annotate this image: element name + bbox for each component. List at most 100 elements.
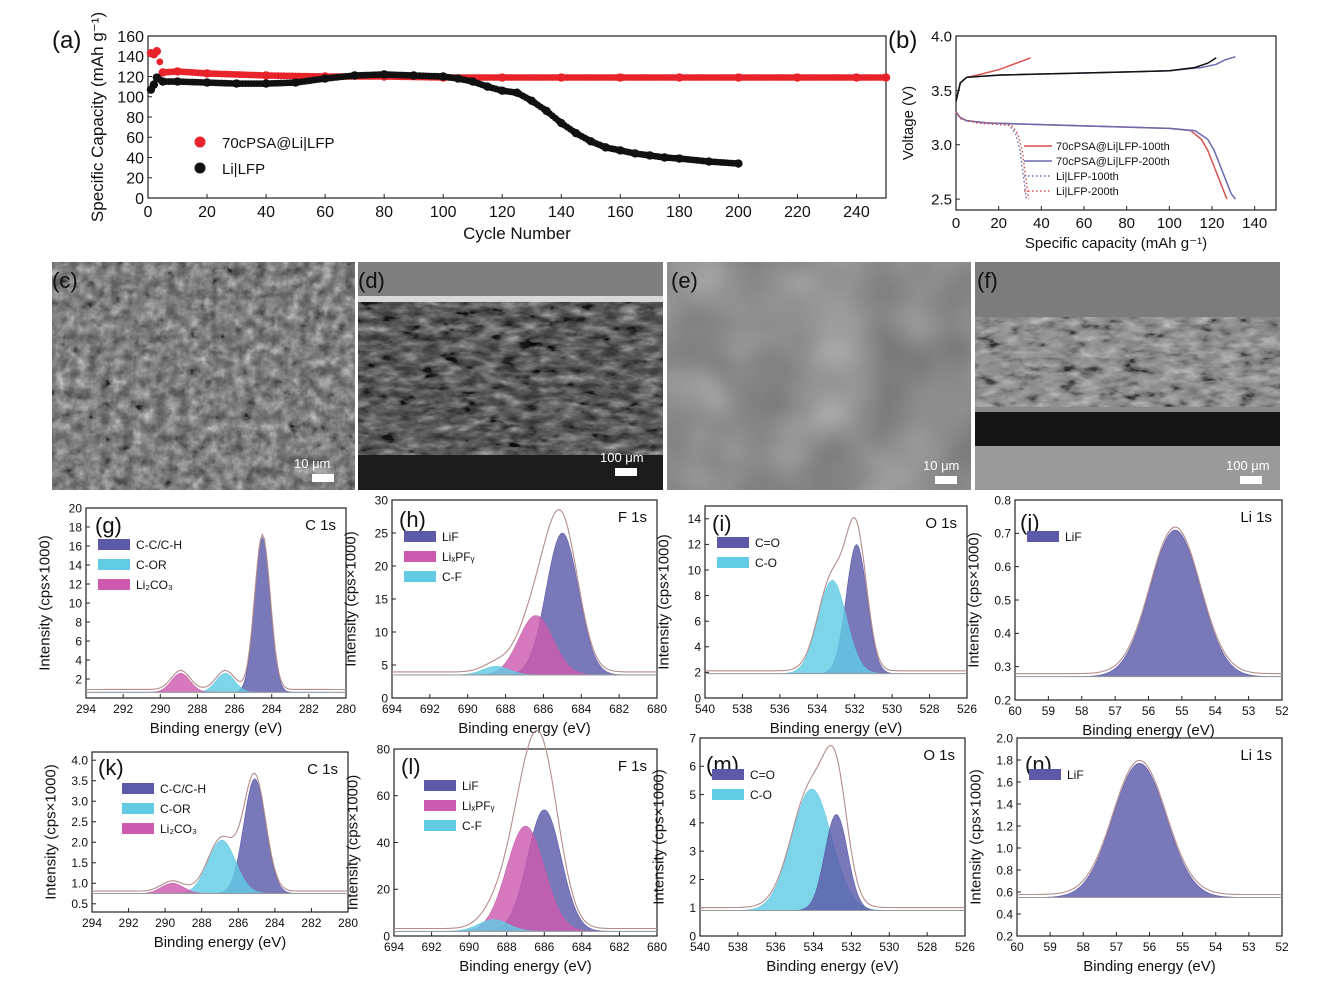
panel-label-i: (i) — [712, 511, 732, 536]
y-tick-label-m: 3 — [689, 844, 696, 858]
data-point — [704, 157, 714, 166]
data-point — [152, 73, 162, 82]
y-axis-title-i: Intensity (cps×1000) — [656, 534, 673, 670]
y-tick-label-a: 80 — [126, 110, 144, 127]
y-tick-label-k: 3.5 — [71, 774, 88, 788]
x-tick-label-j: 59 — [1042, 704, 1056, 718]
legend-entry-C-C/C-H: C-C/C-H — [136, 538, 182, 552]
data-point — [320, 74, 330, 83]
scalebar-label-c: 10 μm — [294, 456, 330, 471]
y-tick-label-n: 1.4 — [996, 797, 1013, 811]
y-axis-title-l: Intensity (cps×1000) — [345, 775, 362, 911]
x-tick-label-i: 532 — [845, 702, 865, 716]
x-tick-label-b: 100 — [1157, 215, 1182, 232]
x-tick-label-j: 54 — [1209, 704, 1223, 718]
legend-entry-C-C/C-H: C-C/C-H — [160, 782, 206, 796]
x-tick-label-b: 40 — [1033, 215, 1050, 232]
y-tick-label-g: 10 — [69, 596, 83, 610]
y-tick-label-j: 0.6 — [994, 560, 1011, 574]
y-tick-label-l: 0 — [383, 929, 390, 943]
y-tick-label-i: 10 — [688, 563, 702, 577]
x-tick-label-g: 286 — [225, 702, 245, 716]
y-tick-label-i: 4 — [694, 640, 701, 654]
legend-swatch-C-O — [712, 789, 744, 800]
legend-entry-C-F: C-F — [462, 819, 482, 833]
legend-entry-C-OR: C-OR — [160, 802, 191, 816]
x-axis-title-l: Binding energy (eV) — [459, 958, 592, 975]
x-axis-title-h: Binding energy (eV) — [458, 720, 591, 737]
x-tick-label-g: 290 — [150, 702, 170, 716]
x-tick-label-m: 536 — [766, 940, 786, 954]
x-tick-label-l: 690 — [459, 940, 479, 954]
x-tick-label-m: 532 — [841, 940, 861, 954]
y-tick-label-n: 0.8 — [996, 863, 1013, 877]
plot-frame-g — [85, 507, 347, 699]
x-tick-label-h: 682 — [609, 702, 629, 716]
y-tick-label-j: 0.5 — [994, 593, 1011, 607]
y-axis-title-j: Intensity (cps×1000) — [966, 532, 983, 668]
y-tick-label-n: 1.8 — [996, 753, 1013, 767]
y-tick-label-g: 16 — [69, 539, 83, 553]
peak-C-OR — [92, 839, 348, 894]
legend-entry-C=O: C=O — [750, 768, 775, 782]
y-axis-title-a: Specific Capacity (mAh g⁻¹) — [88, 12, 107, 222]
chart-b: 0 20 40 60 80 100 120 140 2.5 3.0 3.5 4.0 Specific c… — [888, 27, 1277, 252]
x-tick-label-h: 690 — [458, 702, 478, 716]
y-tick-label-h: 10 — [375, 625, 389, 639]
data-point — [601, 143, 610, 152]
y-tick-label-k: 2.5 — [71, 815, 88, 829]
core-level-title: F 1s — [618, 509, 647, 526]
y-tick-label-j: 0.8 — [994, 493, 1011, 507]
data-point — [586, 137, 595, 146]
y-tick-label-i: 14 — [688, 512, 702, 526]
y-tick-label-g: 12 — [69, 577, 83, 591]
core-level-title: O 1s — [925, 515, 957, 532]
y-tick-label-b: 4.0 — [931, 28, 952, 45]
x-tick-label-i: 536 — [770, 702, 790, 716]
panel-label-e: (e) — [671, 268, 698, 293]
y-tick-label-m: 5 — [689, 788, 696, 802]
data-point — [498, 73, 507, 82]
core-level-title: F 1s — [618, 758, 647, 775]
data-point — [149, 80, 159, 89]
data-point — [173, 77, 182, 86]
y-tick-label-g: 4 — [75, 653, 82, 667]
envelope-line — [92, 772, 348, 892]
y-tick-label-b: 3.5 — [931, 83, 952, 100]
x-tick-label-b: 60 — [1076, 215, 1093, 232]
data-point — [734, 159, 743, 168]
x-tick-label-k: 280 — [338, 916, 358, 930]
legend-swatch-C-O — [717, 557, 749, 568]
x-tick-label-k: 282 — [301, 916, 321, 930]
core-level-title: C 1s — [305, 517, 336, 534]
data-point — [557, 73, 566, 82]
scalebar-e — [935, 476, 957, 484]
x-tick-label-m: 538 — [728, 940, 748, 954]
panel-label-g: (g) — [95, 513, 122, 538]
panel-label-c: (c) — [52, 268, 78, 293]
sem-panel-e: (e) 10 μm — [667, 262, 971, 490]
envelope-line — [394, 729, 657, 930]
plot-frame-m — [699, 737, 966, 937]
x-tick-label-i: 530 — [882, 702, 902, 716]
legend-swatch-Li2CO3 — [98, 579, 130, 590]
x-axis-title-j: Binding energy (eV) — [1082, 722, 1215, 739]
peak-C=O — [700, 814, 965, 911]
peak-LiF — [1017, 762, 1282, 898]
x-tick-label-l: 686 — [534, 940, 554, 954]
legend-marker-0 — [194, 136, 206, 148]
legend-swatch-LiF — [1027, 531, 1059, 542]
x-tick-label-b: 140 — [1242, 215, 1267, 232]
x-tick-label-b: 120 — [1199, 215, 1224, 232]
envelope-line — [392, 508, 657, 673]
sem-dark-band-f — [975, 412, 1280, 446]
scalebar-c — [312, 474, 334, 482]
x-tick-label-l: 680 — [647, 940, 667, 954]
y-axis-title-k: Intensity (cps×1000) — [43, 764, 60, 900]
y-tick-label-n: 2.0 — [996, 731, 1013, 745]
x-tick-label-g: 282 — [299, 702, 319, 716]
data-point — [350, 71, 359, 80]
y-tick-label-h: 20 — [375, 559, 389, 573]
legend-entry-3: Li|LFP-200th — [1056, 186, 1119, 198]
x-axis-title-n: Binding energy (eV) — [1083, 958, 1216, 975]
